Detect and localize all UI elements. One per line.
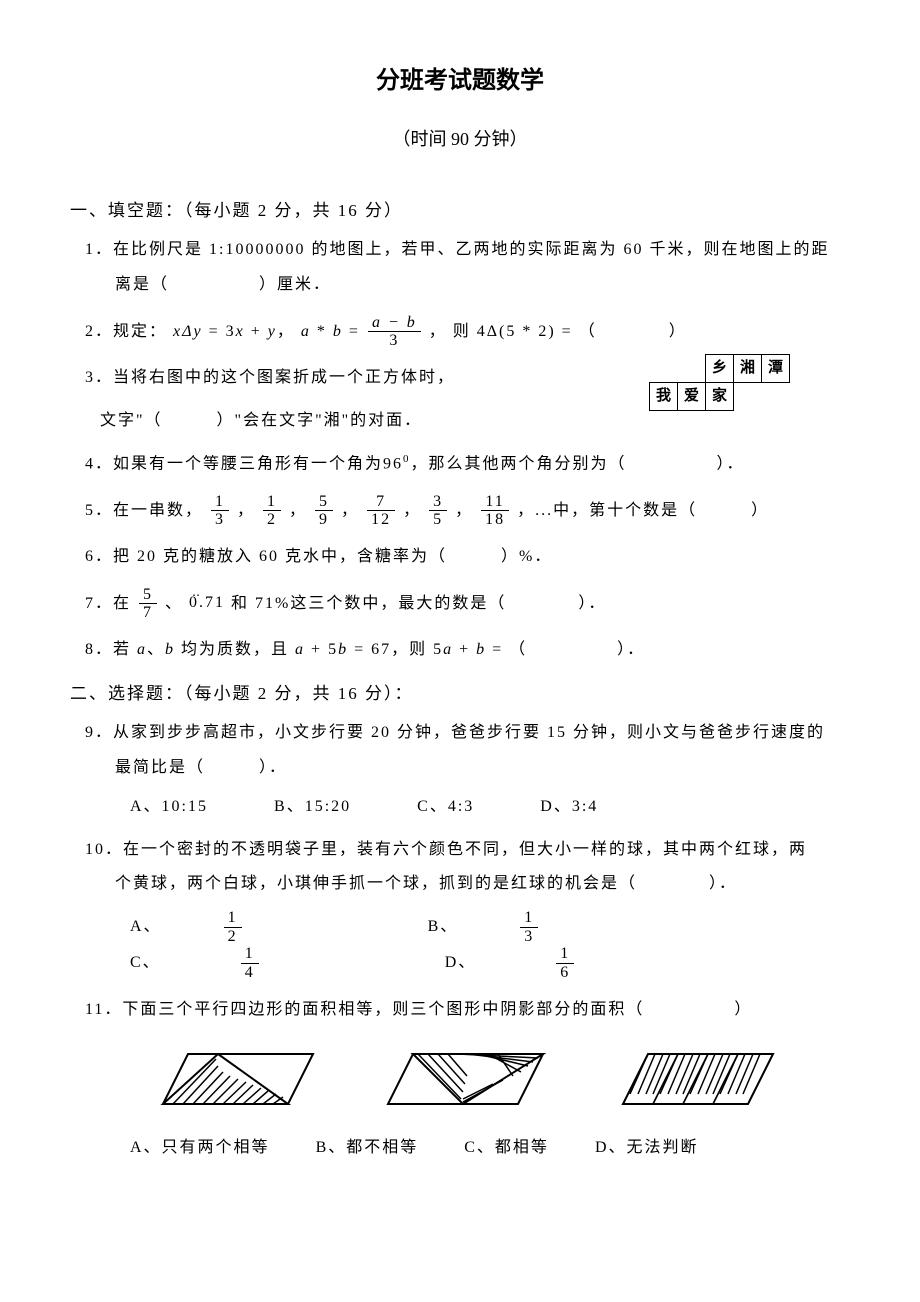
q5-prefix: 5．在一串数， [85, 501, 203, 518]
question-3: 3．当将右图中的这个图案折成一个正方体时， 文字"（ ）"会在文字"湘"的对面． [70, 364, 850, 436]
q7-recurring: 0.71 [189, 594, 225, 611]
q9-opt-b: B、15:20 [274, 793, 351, 822]
q2-fraction: a − b 3 [368, 314, 421, 350]
exam-subtitle: （时间 90 分钟） [70, 123, 850, 155]
q1-line2: 离是（ ）厘米． [85, 271, 850, 300]
degree-symbol: 0 [403, 453, 411, 465]
q7-suffix: 和 71%这三个数中，最大的数是（ ）． [231, 594, 606, 611]
q8-a1: a [137, 641, 147, 658]
q7-prefix: 7．在 [85, 594, 131, 611]
q2-frac-num: a − b [368, 314, 421, 333]
q2-eq1a: xΔy [173, 323, 203, 340]
question-7: 7．在 57 、 0.71 和 71%这三个数中，最大的数是（ ）． [70, 586, 850, 622]
q10-line1: 10．在一个密封的不透明袋子里，装有六个颜色不同，但大小一样的球，其中两个红球，… [85, 836, 850, 865]
parallelogram-1-icon [158, 1044, 318, 1114]
q9-line1: 9．从家到步步高超市，小文步行要 20 分钟，爸爸步行要 15 分钟，则小文与爸… [85, 719, 850, 748]
q10-opt-d: D、 16 [445, 945, 695, 981]
q5-frac-3: 712 [367, 493, 395, 529]
q8-mid2: 均为质数，且 [175, 641, 295, 658]
q2-prefix: 2．规定： [85, 323, 167, 340]
q8-b3: b [476, 641, 486, 658]
q11-opt-d: D、无法判断 [595, 1134, 699, 1163]
q2-eq1b: = 3 [203, 323, 236, 340]
q8-b2: b [338, 641, 348, 658]
question-2: 2．规定： xΔy = 3x + y， a * b = a − b 3 ， 则 … [70, 314, 850, 350]
question-4: 4．如果有一个等腰三角形有一个角为960，那么其他两个角分别为（ ）． [70, 450, 850, 479]
q8-b1: b [165, 641, 175, 658]
q2-frac-den: 3 [368, 332, 421, 350]
exam-title: 分班考试题数学 [70, 60, 850, 103]
q11-text: 11．下面三个平行四边形的面积相等，则三个图形中阴影部分的面积（ ） [85, 996, 850, 1025]
q2-eq2d: = [343, 323, 366, 340]
section2-header: 二、选择题：（每小题 2 分，共 16 分）： [70, 679, 850, 710]
parallelogram-2-icon [383, 1044, 553, 1114]
q9-line2: 最简比是（ ）． [85, 754, 850, 783]
q4-angle: 96 [383, 455, 403, 472]
q8-eq4: = （ ）． [486, 641, 645, 658]
q11-opt-b: B、都不相等 [316, 1134, 419, 1163]
q2-eq2a: a [301, 323, 311, 340]
question-1: 1．在比例尺是 1:10000000 的地图上，若甲、乙两地的实际距离为 60 … [70, 236, 850, 300]
q11-figures [125, 1044, 810, 1114]
q10-line2: 个黄球，两个白球，小琪伸手抓一个球，抓到的是红球的机会是（ ）． [85, 870, 850, 899]
q11-options: A、只有两个相等 B、都不相等 C、都相等 D、无法判断 [85, 1134, 850, 1163]
q2-eq1d: + [245, 323, 268, 340]
q5-frac-5: 1118 [481, 493, 509, 529]
q2-eq2b: * [311, 323, 333, 340]
q8-eq3: + [453, 641, 476, 658]
q3-line2: 文字"（ ）"会在文字"湘"的对面． [85, 407, 850, 436]
q5-frac-2: 59 [315, 493, 333, 529]
q11-opt-c: C、都相等 [464, 1134, 549, 1163]
question-6: 6．把 20 克的糖放入 60 克水中，含糖率为（ ）%． [70, 543, 850, 572]
q11-opt-a: A、只有两个相等 [130, 1134, 270, 1163]
q9-opt-a: A、10:15 [130, 793, 208, 822]
q10-opt-b: B、13 [428, 909, 659, 945]
q4-suffix: ，那么其他两个角分别为（ ）． [411, 455, 745, 472]
question-10: 10．在一个密封的不透明袋子里，装有六个颜色不同，但大小一样的球，其中两个红球，… [70, 836, 850, 982]
q7-frac: 57 [139, 586, 157, 622]
q7-mid: 、 [165, 594, 183, 611]
q2-suffix: ， 则 4Δ(5 * 2) = （ ） [429, 323, 687, 340]
q8-eq1: + 5 [305, 641, 338, 658]
parallelogram-3-icon [618, 1044, 778, 1114]
q4-prefix: 4．如果有一个等腰三角形有一个角为 [85, 455, 383, 472]
q2-eq1f: ， [277, 323, 301, 340]
question-9: 9．从家到步步高超市，小文步行要 20 分钟，爸爸步行要 15 分钟，则小文与爸… [70, 719, 850, 821]
question-11: 11．下面三个平行四边形的面积相等，则三个图形中阴影部分的面积（ ） [70, 996, 850, 1164]
question-5: 5．在一串数， 13 ， 12 ， 59 ， 712 ， 35 ， 1118 ，… [70, 493, 850, 529]
q8-prefix: 8．若 [85, 641, 137, 658]
q8-eq2: = 67，则 5 [348, 641, 443, 658]
q8-mid1: 、 [147, 641, 165, 658]
q9-opt-c: C、4:3 [417, 793, 474, 822]
q2-eq1c: x [236, 323, 245, 340]
q8-a3: a [443, 641, 453, 658]
q3-line1: 3．当将右图中的这个图案折成一个正方体时， [85, 364, 850, 393]
q2-eq1e: y [268, 323, 277, 340]
q5-suffix: ，...中，第十个数是（ ） [517, 501, 769, 518]
q8-a2: a [295, 641, 305, 658]
q2-eq2c: b [333, 323, 343, 340]
section1-header: 一、填空题：（每小题 2 分，共 16 分） [70, 196, 850, 227]
question-8: 8．若 a、b 均为质数，且 a + 5b = 67，则 5a + b = （ … [70, 636, 850, 665]
q10-opt-c: C、 14 [130, 945, 379, 981]
q10-options: A、12 B、13 C、 14 D、 16 [85, 909, 850, 981]
q5-frac-0: 13 [211, 493, 229, 529]
q9-options: A、10:15 B、15:20 C、4:3 D、3:4 [85, 793, 850, 822]
q5-frac-4: 35 [429, 493, 447, 529]
q5-frac-1: 12 [263, 493, 281, 529]
q10-opt-a: A、12 [130, 909, 362, 945]
q1-line1: 1．在比例尺是 1:10000000 的地图上，若甲、乙两地的实际距离为 60 … [85, 236, 850, 265]
q9-opt-d: D、3:4 [540, 793, 598, 822]
